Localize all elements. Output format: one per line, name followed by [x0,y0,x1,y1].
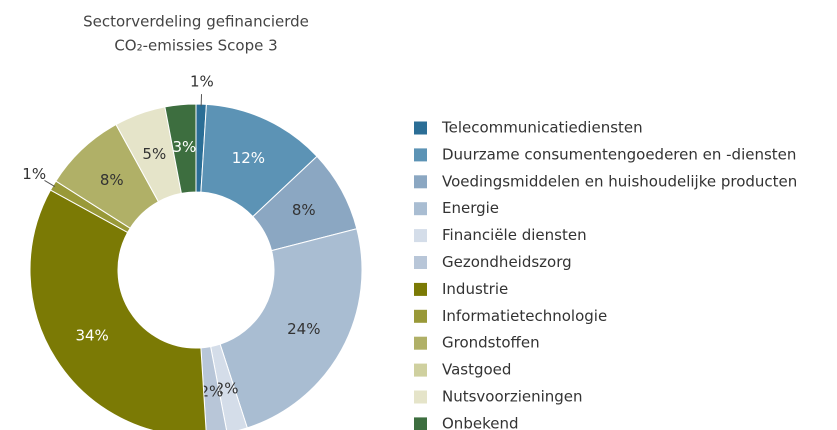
legend-swatch [414,417,427,430]
legend-label: Grondstoffen [442,334,540,352]
legend-swatch [414,336,427,350]
value-label: 8% [292,201,316,219]
legend-label: Onbekend [442,414,518,430]
legend-swatch [414,148,427,162]
legend-swatch [414,256,427,269]
chart-title: Sectorverdeling gefinancierde [83,13,309,31]
value-label: 34% [75,326,108,344]
legend-swatch [414,175,427,189]
value-label: 1% [190,73,214,91]
legend-label: Informatietechnologie [442,307,607,325]
value-label: 24% [287,320,320,338]
legend-swatch [414,309,427,323]
value-label: 3% [173,138,197,156]
leader-line [44,179,56,187]
legend-swatch [414,229,427,243]
value-label: 1% [22,165,46,183]
legend-label: Nutsvoorzieningen [442,388,583,406]
legend-label: Gezondheidszorg [442,253,572,271]
donut-slice [164,103,197,194]
value-label: 5% [142,145,166,163]
legend-label: Financiële diensten [442,226,587,244]
legend-swatch [414,282,427,296]
legend-swatch [414,202,427,216]
value-label: 12% [232,149,265,167]
legend-swatch [414,363,427,377]
legend-label: Vastgoed [442,361,511,379]
chart-title: CO₂-emissies Scope 3 [114,37,277,55]
legend-label: Telecommunicatiediensten [441,119,643,137]
value-label: 2% [215,380,239,398]
value-label: 2% [200,383,224,401]
legend-label: Voedingsmiddelen en huishoudelijke produ… [442,172,797,190]
legend-label: Energie [442,199,499,217]
legend-swatch [414,121,427,135]
legend-label: Industrie [442,280,508,298]
donut-slice [219,228,363,429]
value-label: 8% [100,171,124,189]
legend-swatch [414,390,427,404]
legend-label: Duurzame consumentengoederen en -dienste… [442,145,796,163]
donut-slice [29,189,207,430]
